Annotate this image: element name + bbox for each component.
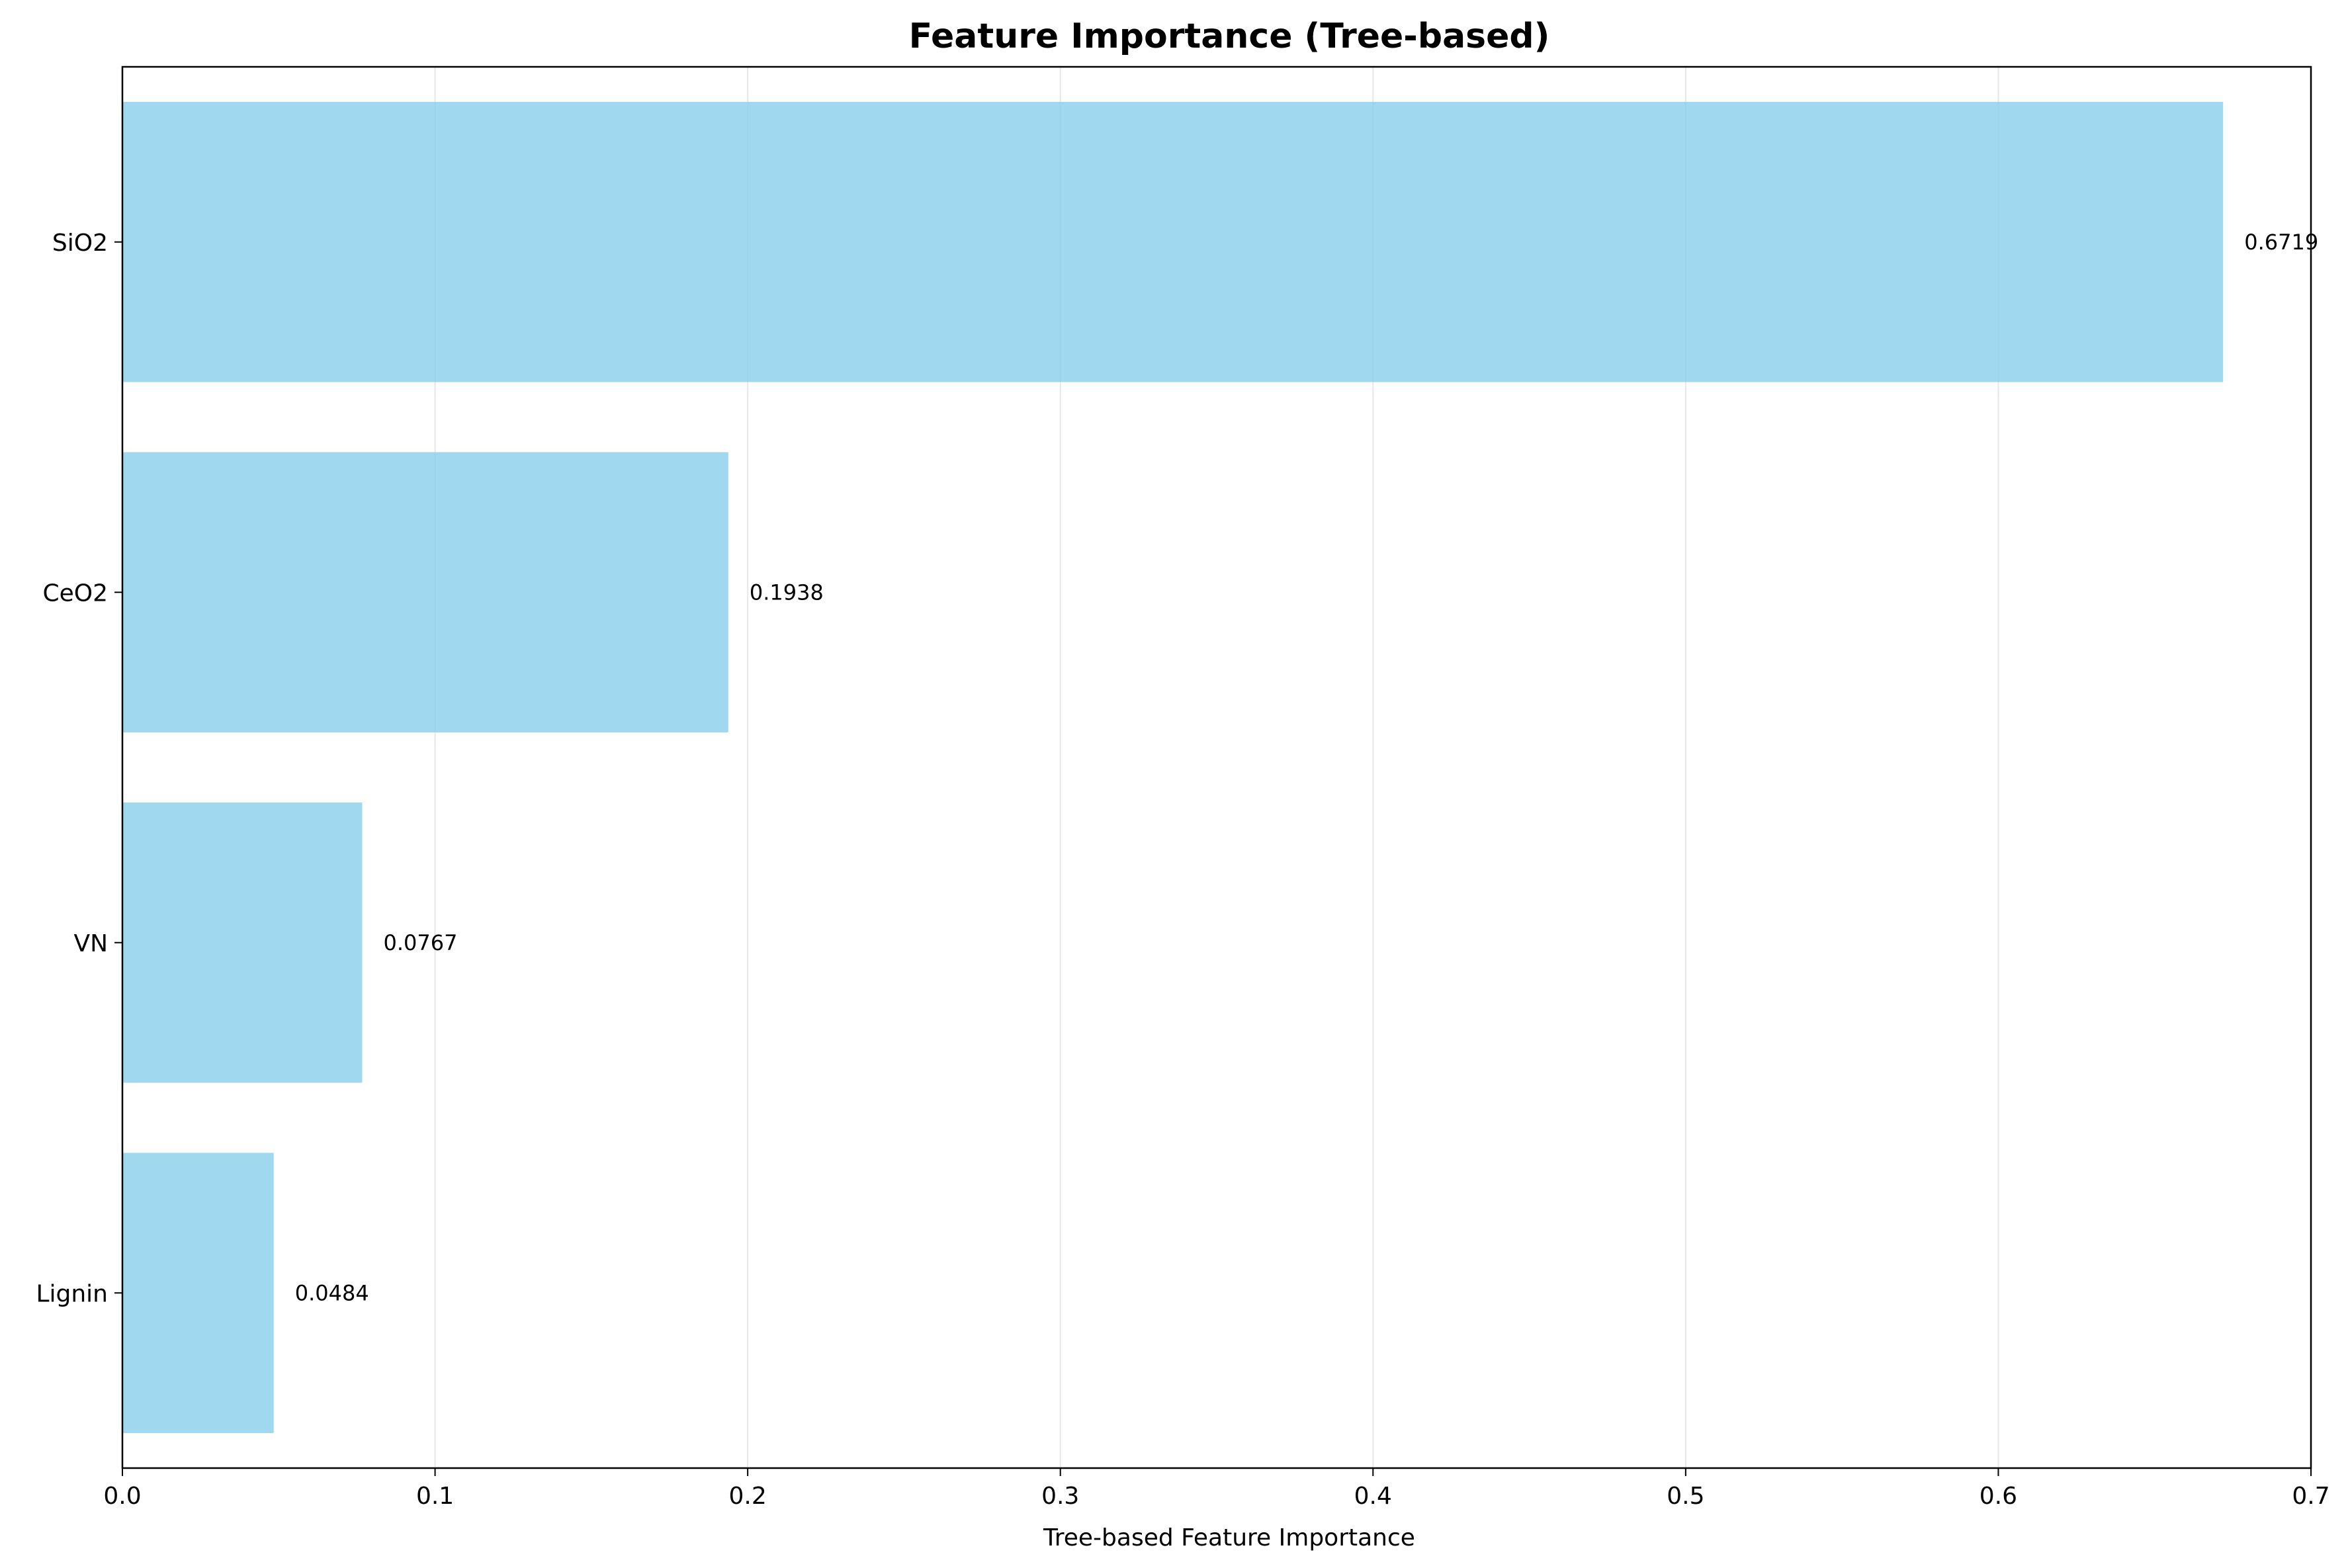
plot-frame <box>121 65 2312 1469</box>
bar-vn <box>122 802 363 1083</box>
y-tick-label: CeO2 <box>42 580 108 607</box>
bar-ceo2 <box>122 452 728 733</box>
bar-value-label: 0.0767 <box>383 930 457 955</box>
x-tick-label: 0.1 <box>416 1483 454 1510</box>
bars <box>122 101 2224 1434</box>
bar-value-label: 0.1938 <box>750 580 824 605</box>
x-tick-label: 0.2 <box>729 1483 767 1510</box>
x-tick-label: 0.7 <box>2292 1483 2329 1510</box>
bar-value-label: 0.6719 <box>2244 230 2318 255</box>
x-tick-label: 0.6 <box>1980 1483 2017 1510</box>
y-tick-label: SiO2 <box>52 230 108 257</box>
y-tick-label: VN <box>73 930 108 957</box>
value-labels: 0.6719 0.1938 0.0767 0.0484 <box>295 230 2318 1306</box>
bar-value-label: 0.0484 <box>295 1280 369 1305</box>
bar-lignin <box>122 1153 274 1434</box>
y-axis-ticks: SiO2 CeO2 VN Lignin <box>36 230 122 1307</box>
chart-title: Feature Importance (Tree-based) <box>909 17 1550 56</box>
bar-sio2 <box>122 101 2224 382</box>
x-axis-label: Tree-based Feature Importance <box>1043 1524 1415 1551</box>
x-tick-label: 0.3 <box>1041 1483 1079 1510</box>
y-tick-label: Lignin <box>36 1280 108 1307</box>
x-tick-label: 0.0 <box>103 1483 141 1510</box>
x-axis-ticks: 0.0 0.1 0.2 0.3 0.4 0.5 0.6 0.7 <box>103 1468 2330 1510</box>
x-tick-label: 0.4 <box>1354 1483 1392 1510</box>
x-tick-label: 0.5 <box>1667 1483 1704 1510</box>
